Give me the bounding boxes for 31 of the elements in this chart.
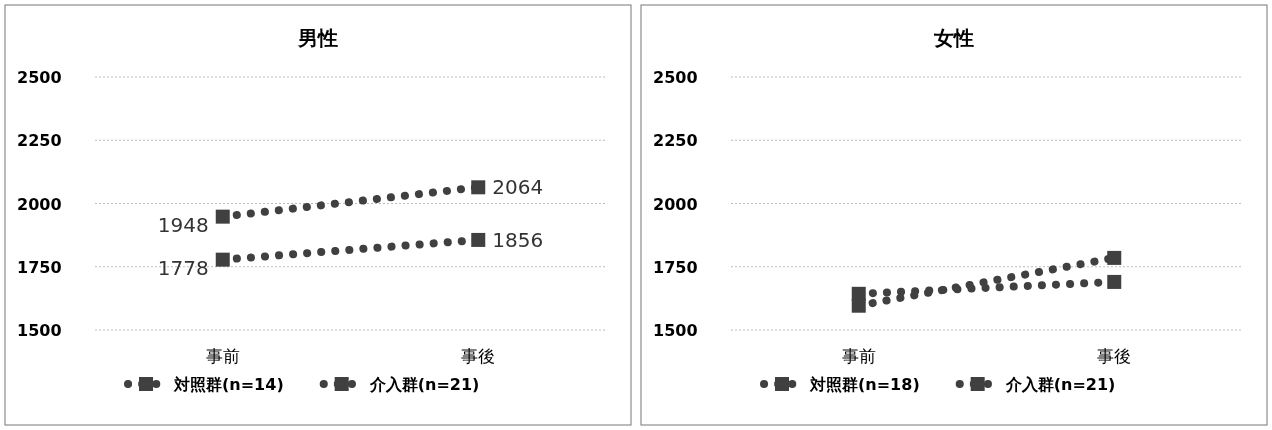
point — [851, 298, 866, 313]
data-label: 1856 — [492, 227, 544, 252]
x-tick-label: 事後 — [461, 346, 496, 366]
y-tick-label: 2000 — [653, 194, 698, 214]
legend-label: 介入群(n=21) — [1004, 375, 1116, 394]
x-tick-label: 事前 — [841, 346, 876, 366]
data-label: 2064 — [492, 175, 544, 200]
data-label: 1948 — [157, 212, 209, 237]
y-tick-label: 1750 — [17, 257, 62, 277]
chart-title: 女性 — [933, 26, 974, 50]
chart-title: 男性 — [297, 26, 338, 50]
y-tick-label: 2000 — [17, 194, 62, 214]
point — [1107, 274, 1122, 289]
y-tick-label: 1500 — [653, 321, 698, 340]
x-tick-label: 事後 — [1097, 346, 1132, 366]
point — [471, 232, 486, 247]
legend-label: 対照群(n=18) — [809, 375, 920, 394]
x-tick-label: 事前 — [205, 346, 240, 366]
point — [1107, 250, 1122, 265]
data-label: 1778 — [157, 255, 209, 280]
legend-label: 対照群(n=14) — [173, 375, 284, 394]
point — [215, 252, 230, 267]
point — [215, 209, 230, 224]
point — [471, 180, 486, 195]
y-tick-label: 2500 — [653, 68, 698, 87]
legend-label: 介入群(n=21) — [368, 375, 480, 394]
y-tick-label: 1750 — [653, 257, 698, 277]
y-tick-label: 2250 — [653, 131, 698, 151]
y-tick-label: 2500 — [17, 68, 62, 87]
y-tick-label: 1500 — [17, 321, 62, 340]
y-tick-label: 2250 — [17, 131, 62, 151]
